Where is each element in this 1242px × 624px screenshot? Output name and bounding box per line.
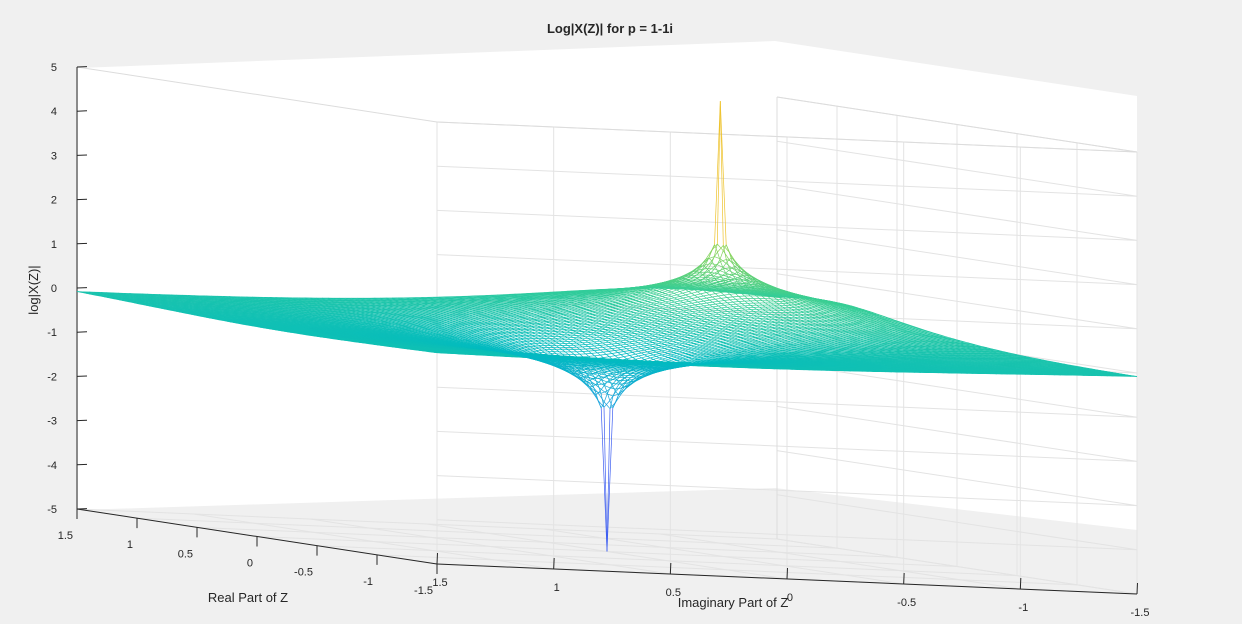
y-tick — [553, 557, 555, 570]
floor-grid-line — [310, 518, 671, 575]
box-edge — [436, 121, 1138, 153]
y-tick — [786, 567, 788, 580]
y-tick — [669, 562, 672, 575]
box-edge — [776, 96, 1138, 153]
y-tick — [1019, 577, 1022, 590]
y-tick — [1136, 582, 1138, 595]
back-wall — [78, 41, 1137, 530]
y-tick — [903, 572, 905, 585]
surface-mesh — [76, 101, 1138, 552]
floor-grid-line — [426, 523, 788, 580]
axes — [76, 66, 1138, 595]
box-edge — [76, 66, 438, 123]
floor-grid-line — [543, 528, 904, 585]
floor-grid-line — [193, 513, 554, 570]
y-tick — [436, 552, 438, 565]
floor-grid-line — [660, 533, 1021, 590]
floor-grid-line — [776, 538, 1138, 595]
